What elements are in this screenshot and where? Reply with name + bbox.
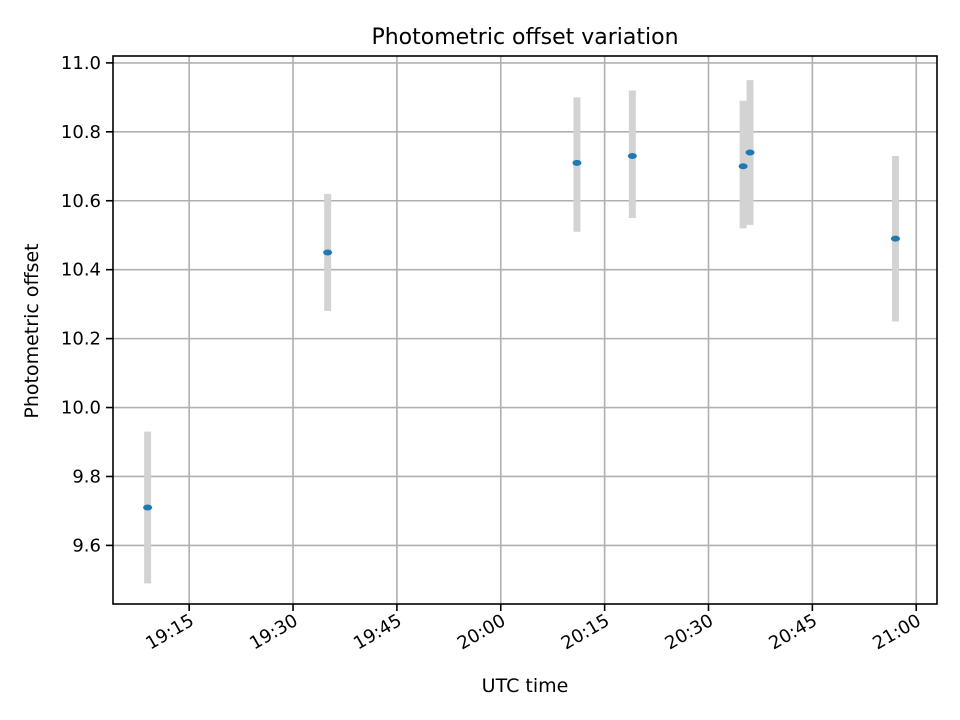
data-point — [738, 163, 748, 170]
chart-title: Photometric offset variation — [371, 25, 678, 50]
y-tick-label: 10.0 — [61, 398, 101, 419]
plot-frame — [112, 55, 938, 605]
data-point — [572, 159, 582, 166]
y-tick-label: 10.4 — [61, 260, 101, 281]
data-point — [143, 504, 153, 511]
y-tick-label: 10.6 — [61, 191, 101, 212]
data-point — [627, 152, 637, 159]
x-tick-label: 19:30 — [246, 610, 301, 654]
x-tick-label: 20:45 — [765, 610, 820, 654]
y-tick-label: 11.0 — [61, 53, 101, 74]
x-tick-label: 19:45 — [350, 610, 405, 654]
y-axis-label: Photometric offset — [21, 243, 43, 418]
x-axis-label: UTC time — [482, 675, 569, 697]
y-tick-label: 9.8 — [72, 466, 101, 487]
errorbar-layer — [144, 80, 899, 584]
x-tick-label: 21:00 — [869, 610, 924, 654]
data-point — [323, 249, 333, 256]
data-point — [745, 149, 755, 156]
x-tick-label: 20:00 — [454, 610, 509, 654]
tick-layer: 19:15 19:30 19:45 20:00 20:15 20:30 20:45 21:00… — [61, 53, 925, 654]
x-tick-label: 19:15 — [142, 610, 197, 654]
grid-layer — [113, 56, 937, 604]
x-tick-label: 20:15 — [558, 610, 613, 654]
y-tick-label: 10.2 — [61, 329, 101, 350]
y-tick-label: 10.8 — [61, 122, 101, 143]
y-tick-label: 9.6 — [72, 535, 101, 556]
point-layer — [143, 149, 900, 511]
data-point — [890, 235, 900, 242]
x-tick-label: 20:30 — [662, 610, 717, 654]
